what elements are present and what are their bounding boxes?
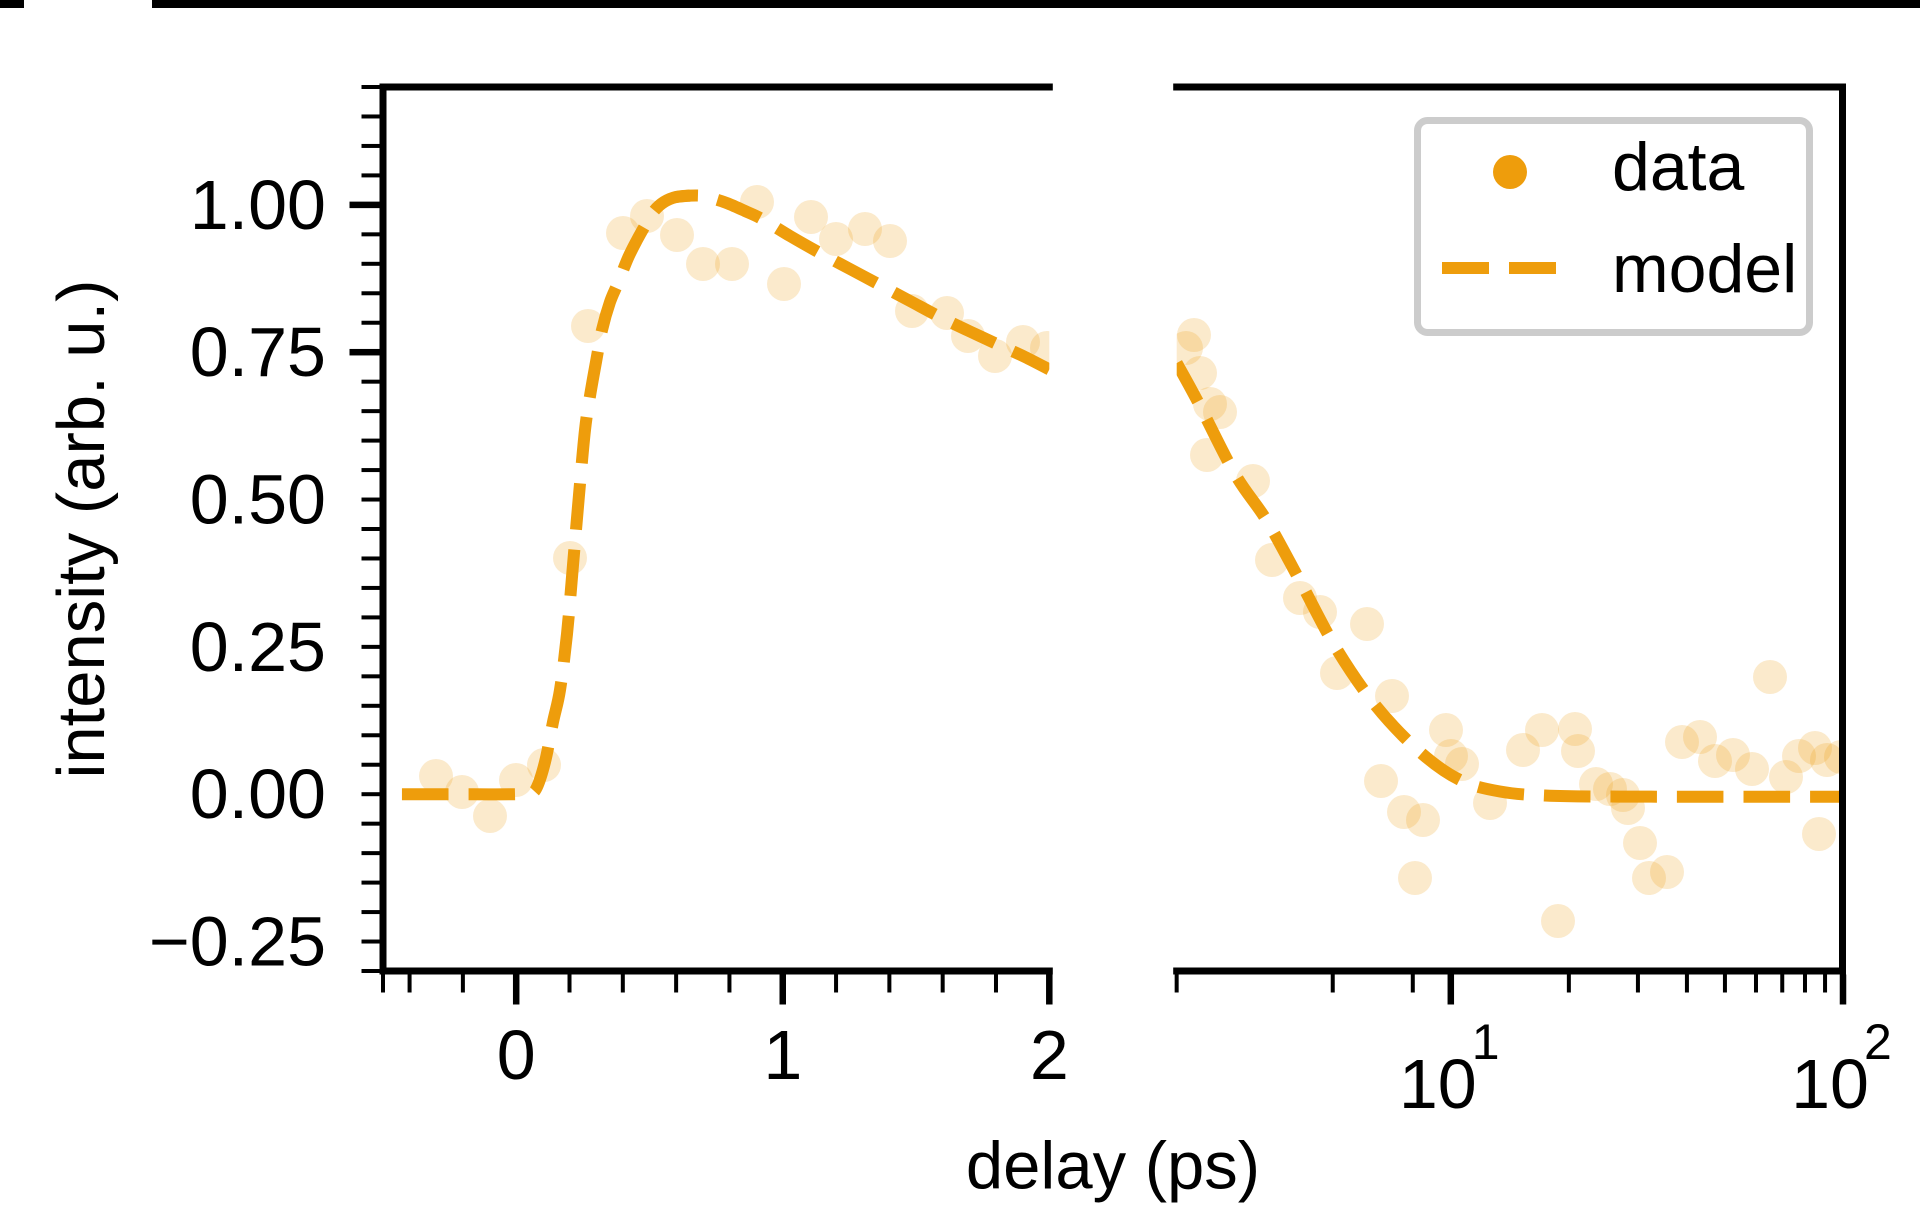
svg-text:2: 2 bbox=[1864, 1014, 1892, 1070]
svg-text:0: 0 bbox=[497, 1016, 536, 1094]
svg-text:10: 10 bbox=[1791, 1045, 1869, 1123]
svg-text:0.75: 0.75 bbox=[190, 313, 326, 391]
svg-text:0.25: 0.25 bbox=[190, 608, 326, 686]
svg-text:0.50: 0.50 bbox=[190, 461, 326, 539]
svg-text:delay (ps): delay (ps) bbox=[966, 1129, 1260, 1204]
svg-text:intensity (arb. u.): intensity (arb. u.) bbox=[44, 280, 119, 779]
svg-text:−0.25: −0.25 bbox=[149, 903, 326, 981]
svg-text:1: 1 bbox=[763, 1016, 802, 1094]
svg-text:1: 1 bbox=[1472, 1014, 1500, 1070]
svg-text:0.00: 0.00 bbox=[190, 755, 326, 833]
svg-text:10: 10 bbox=[1399, 1045, 1477, 1123]
svg-text:2: 2 bbox=[1030, 1016, 1069, 1094]
svg-text:model: model bbox=[1612, 231, 1797, 307]
svg-text:1.00: 1.00 bbox=[190, 166, 326, 244]
svg-text:data: data bbox=[1612, 129, 1745, 205]
